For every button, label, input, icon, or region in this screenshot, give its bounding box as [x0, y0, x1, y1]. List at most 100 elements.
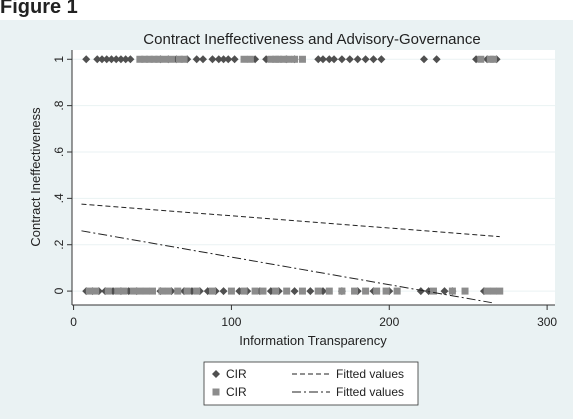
point: [180, 55, 188, 63]
point: [267, 55, 275, 63]
point: [259, 287, 267, 295]
point: [353, 55, 362, 64]
point: [121, 55, 130, 64]
point: [183, 287, 191, 295]
x-tick-label: 100: [221, 315, 241, 329]
point: [92, 287, 100, 295]
point: [130, 287, 138, 295]
point: [429, 287, 437, 295]
y-tick-label: 0: [52, 287, 66, 294]
point: [112, 55, 121, 64]
point: [291, 55, 299, 63]
point: [306, 287, 315, 296]
point: [161, 55, 169, 63]
point: [496, 287, 504, 295]
point: [290, 287, 299, 296]
point: [155, 55, 163, 63]
fitted-line: [81, 230, 492, 304]
point: [318, 55, 327, 64]
point: [208, 55, 217, 64]
point: [298, 55, 306, 63]
point: [97, 55, 106, 64]
point: [149, 287, 156, 295]
point: [141, 55, 149, 63]
point: [224, 55, 233, 64]
y-tick-label: .6: [52, 147, 66, 157]
point: [440, 287, 449, 296]
point: [219, 287, 228, 296]
point: [199, 55, 208, 64]
fitted-line: [81, 203, 500, 238]
point: [393, 287, 401, 295]
point: [283, 287, 291, 295]
x-tick-label: 0: [70, 315, 77, 329]
point: [192, 55, 201, 64]
point: [175, 55, 183, 63]
point: [107, 55, 116, 64]
x-tick-label: 300: [537, 315, 557, 329]
point: [325, 55, 334, 64]
legend-symbol: [212, 388, 220, 396]
point: [104, 287, 112, 295]
point: [240, 287, 248, 295]
point: [214, 55, 223, 64]
point: [114, 287, 122, 295]
x-axis-title: Information Transparency: [239, 333, 387, 348]
point: [314, 55, 323, 64]
point: [126, 55, 135, 64]
point: [164, 287, 172, 295]
point: [251, 287, 259, 295]
point: [230, 55, 239, 64]
point: [82, 55, 91, 64]
chart-title: Contract Ineffectiveness and Advisory-Go…: [143, 31, 480, 48]
point: [369, 55, 378, 64]
point: [120, 287, 128, 295]
point: [136, 55, 144, 63]
point: [362, 287, 370, 295]
point: [351, 287, 359, 295]
point: [448, 287, 456, 295]
point: [432, 55, 441, 64]
point: [361, 55, 370, 64]
legend-label: CIR: [226, 385, 247, 399]
point: [314, 287, 322, 295]
legend-label: CIR: [226, 367, 247, 381]
point: [280, 55, 288, 63]
point: [150, 55, 158, 63]
point: [345, 55, 354, 64]
legend-label: Fitted values: [336, 367, 404, 381]
y-axis-title: Contract Ineffectiveness: [28, 107, 43, 247]
figure-header: Figure 1: [0, 0, 78, 18]
point: [167, 55, 175, 63]
point: [116, 55, 125, 64]
point: [338, 287, 346, 295]
point: [489, 287, 497, 295]
point: [477, 55, 485, 63]
point: [382, 287, 390, 295]
point: [158, 287, 166, 295]
point: [298, 287, 306, 295]
point: [219, 55, 228, 64]
point: [416, 287, 425, 296]
y-tick-label: .4: [52, 193, 66, 203]
point: [377, 55, 386, 64]
point: [272, 287, 280, 295]
point: [227, 287, 235, 295]
point: [284, 55, 292, 63]
point: [246, 55, 254, 63]
y-tick-label: .8: [52, 100, 66, 110]
point: [483, 287, 491, 295]
point: [136, 287, 144, 295]
point: [208, 287, 216, 295]
point: [85, 287, 93, 295]
y-tick-label: 1: [52, 56, 66, 63]
legend-label: Fitted values: [336, 385, 404, 399]
point: [240, 55, 248, 63]
x-tick-label: 200: [379, 315, 399, 329]
point: [337, 55, 346, 64]
legend-symbol: [212, 370, 220, 378]
point: [193, 287, 201, 295]
point: [174, 287, 182, 295]
point: [142, 287, 150, 295]
